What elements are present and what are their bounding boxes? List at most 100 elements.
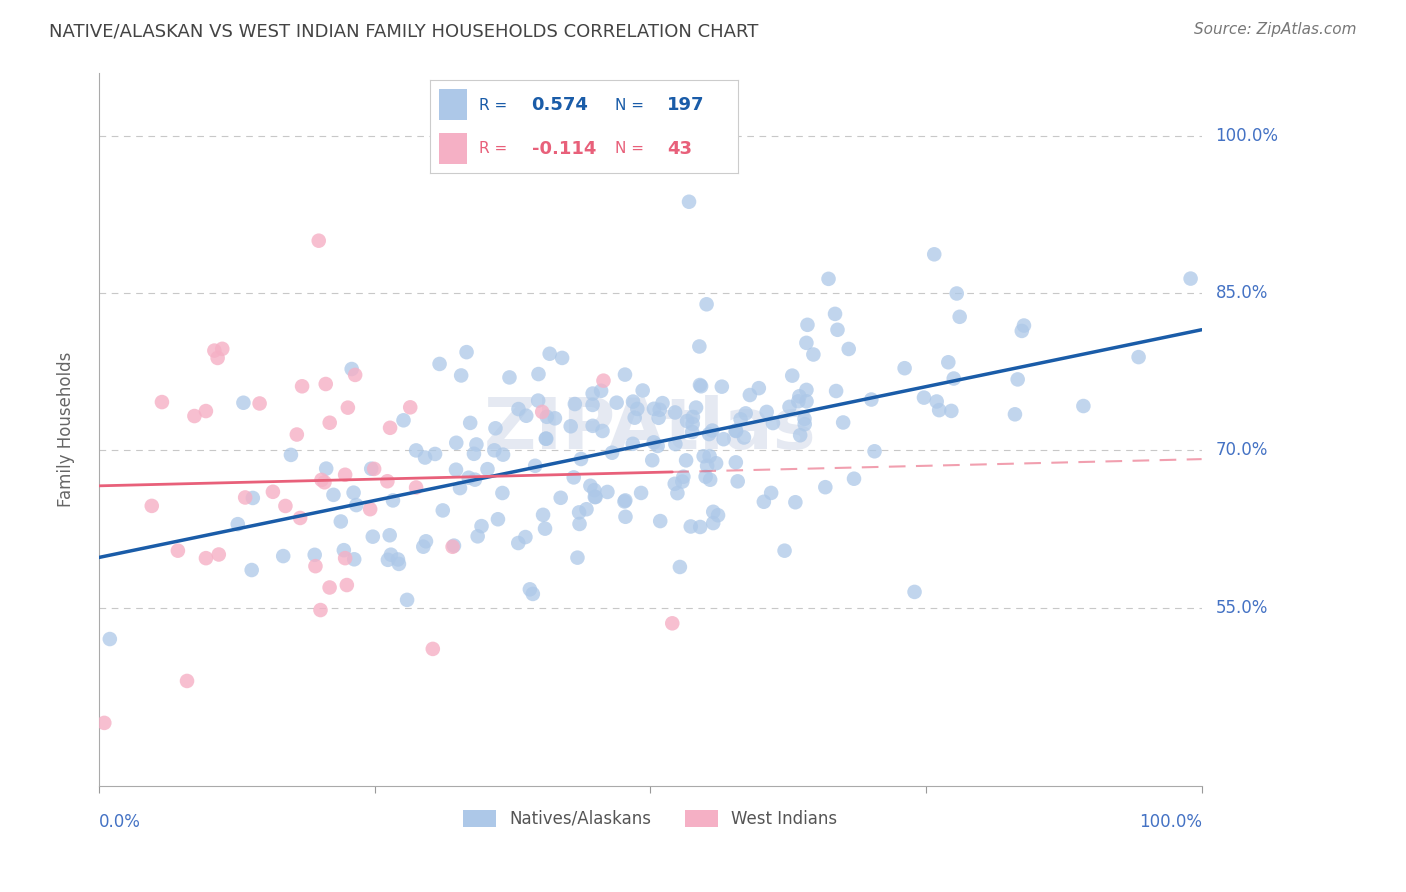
- Point: [176, 673, 198, 688]
- Point: [508, 402, 530, 417]
- Point: [194, 551, 217, 566]
- Point: [308, 234, 330, 248]
- Point: [564, 397, 586, 411]
- Point: [568, 505, 591, 519]
- Point: [536, 432, 558, 446]
- Point: [592, 374, 614, 388]
- Point: [318, 581, 340, 595]
- Point: [724, 455, 747, 469]
- Point: [626, 401, 648, 416]
- Point: [415, 534, 437, 549]
- Point: [614, 509, 637, 524]
- Point: [363, 462, 385, 476]
- Point: [832, 416, 855, 430]
- Point: [527, 367, 550, 381]
- Point: [392, 413, 415, 427]
- Point: [733, 430, 755, 444]
- Point: [666, 486, 689, 500]
- Point: [522, 587, 544, 601]
- Point: [274, 499, 297, 513]
- Point: [789, 389, 811, 403]
- Point: [233, 491, 256, 505]
- Point: [785, 495, 807, 509]
- Point: [582, 386, 605, 401]
- Point: [824, 307, 846, 321]
- Point: [531, 508, 554, 522]
- Point: [647, 439, 669, 453]
- Point: [343, 552, 366, 566]
- Point: [949, 310, 972, 324]
- Point: [538, 347, 561, 361]
- Point: [613, 494, 636, 508]
- Point: [661, 616, 683, 631]
- Point: [458, 416, 481, 430]
- Point: [827, 323, 849, 337]
- Point: [779, 400, 801, 414]
- Point: [527, 393, 550, 408]
- Point: [695, 469, 717, 483]
- Point: [755, 405, 778, 419]
- Point: [596, 485, 619, 500]
- Point: [444, 463, 467, 477]
- Point: [519, 582, 541, 597]
- Point: [762, 416, 785, 430]
- Point: [689, 520, 711, 534]
- Point: [643, 435, 665, 450]
- Point: [524, 458, 547, 473]
- Point: [486, 512, 509, 526]
- Point: [465, 437, 488, 451]
- Point: [271, 549, 294, 563]
- Text: 100.0%: 100.0%: [1139, 814, 1202, 831]
- Point: [796, 318, 818, 332]
- Point: [672, 469, 695, 483]
- Point: [623, 410, 645, 425]
- Point: [422, 641, 444, 656]
- Point: [336, 401, 359, 415]
- Point: [738, 388, 761, 402]
- Point: [388, 557, 411, 571]
- Point: [484, 421, 506, 435]
- Point: [585, 490, 607, 504]
- Point: [688, 339, 710, 353]
- Point: [515, 409, 537, 423]
- Point: [863, 444, 886, 458]
- Point: [614, 493, 637, 508]
- Point: [380, 548, 402, 562]
- Point: [311, 473, 333, 487]
- Point: [650, 514, 672, 528]
- Y-axis label: Family Households: Family Households: [58, 351, 75, 507]
- Point: [359, 502, 381, 516]
- Point: [344, 368, 367, 382]
- Point: [734, 406, 756, 420]
- Point: [450, 368, 472, 383]
- Point: [183, 409, 205, 423]
- Legend: Natives/Alaskans, West Indians: Natives/Alaskans, West Indians: [456, 803, 844, 835]
- Text: 55.0%: 55.0%: [1216, 599, 1268, 616]
- Point: [789, 428, 811, 442]
- Point: [579, 479, 602, 493]
- Point: [696, 458, 718, 473]
- Point: [515, 530, 537, 544]
- Point: [773, 543, 796, 558]
- Text: 0.0%: 0.0%: [98, 814, 141, 831]
- Point: [780, 368, 803, 383]
- Point: [314, 475, 336, 490]
- Point: [457, 471, 479, 485]
- Point: [1007, 372, 1029, 386]
- Point: [378, 421, 401, 435]
- Point: [664, 476, 686, 491]
- Point: [928, 403, 950, 417]
- Point: [860, 392, 883, 407]
- Point: [405, 481, 427, 495]
- Point: [551, 351, 574, 365]
- Point: [591, 384, 613, 398]
- Point: [318, 416, 340, 430]
- Point: [569, 452, 592, 467]
- Text: Source: ZipAtlas.com: Source: ZipAtlas.com: [1194, 22, 1357, 37]
- Point: [315, 461, 337, 475]
- Point: [730, 412, 752, 426]
- Point: [329, 515, 352, 529]
- Point: [1004, 407, 1026, 421]
- Point: [1128, 350, 1150, 364]
- Point: [621, 437, 644, 451]
